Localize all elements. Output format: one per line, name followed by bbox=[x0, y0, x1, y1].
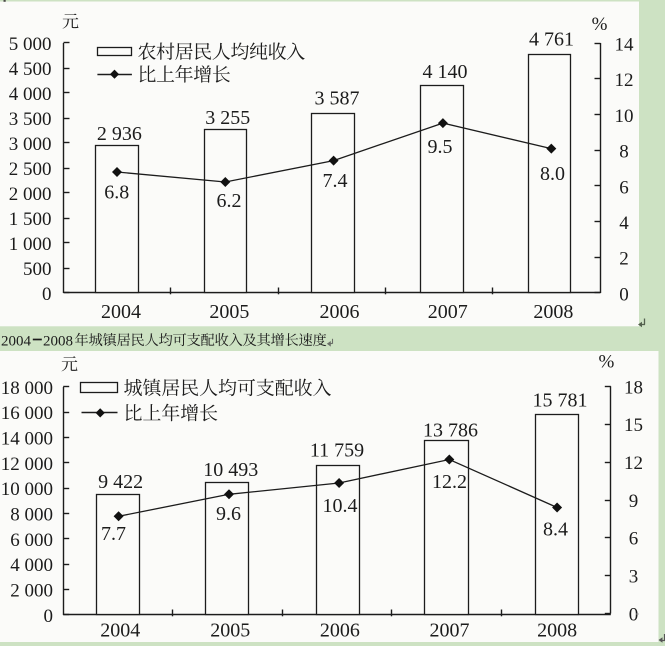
svg-text:10: 10 bbox=[615, 106, 634, 127]
svg-text:3 587: 3 587 bbox=[315, 88, 360, 110]
svg-text:11 759: 11 759 bbox=[310, 440, 364, 462]
svg-text:4 000: 4 000 bbox=[9, 84, 52, 105]
svg-text:0: 0 bbox=[42, 284, 52, 305]
svg-text:9.6: 9.6 bbox=[216, 503, 241, 525]
svg-text:500: 500 bbox=[23, 259, 52, 280]
svg-text:2008: 2008 bbox=[533, 301, 573, 323]
svg-text:6.8: 6.8 bbox=[104, 182, 129, 204]
svg-text:7.7: 7.7 bbox=[101, 523, 126, 545]
svg-text:10 493: 10 493 bbox=[203, 459, 258, 481]
svg-text:2 500: 2 500 bbox=[9, 159, 52, 180]
svg-text:3 000: 3 000 bbox=[9, 134, 52, 155]
svg-text:2 000: 2 000 bbox=[9, 184, 52, 205]
svg-text:1 500: 1 500 bbox=[9, 209, 52, 230]
svg-text:3 255: 3 255 bbox=[205, 107, 250, 129]
svg-text:9 422: 9 422 bbox=[98, 471, 143, 493]
svg-text:2007: 2007 bbox=[430, 620, 470, 642]
svg-text:6.2: 6.2 bbox=[217, 190, 242, 212]
svg-text:8.4: 8.4 bbox=[543, 519, 568, 541]
svg-text:4 761: 4 761 bbox=[529, 29, 574, 51]
svg-text:18: 18 bbox=[624, 377, 643, 398]
svg-text:1 000: 1 000 bbox=[9, 234, 52, 255]
svg-text:12 000: 12 000 bbox=[1, 454, 53, 475]
svg-text:2004: 2004 bbox=[101, 301, 141, 323]
svg-text:14: 14 bbox=[615, 34, 635, 55]
svg-text:13 786: 13 786 bbox=[423, 419, 478, 441]
svg-text:12.2: 12.2 bbox=[432, 471, 467, 493]
svg-text:5 000: 5 000 bbox=[9, 34, 52, 55]
svg-text:2 936: 2 936 bbox=[97, 123, 142, 145]
svg-text:2005: 2005 bbox=[209, 301, 249, 323]
svg-text:9.5: 9.5 bbox=[428, 136, 453, 158]
svg-text:18 000: 18 000 bbox=[1, 378, 53, 399]
svg-text:8: 8 bbox=[619, 142, 629, 163]
svg-text:10 000: 10 000 bbox=[1, 479, 53, 500]
svg-text:2008: 2008 bbox=[537, 620, 577, 642]
svg-text:14 000: 14 000 bbox=[1, 429, 53, 450]
svg-text:16 000: 16 000 bbox=[1, 403, 53, 424]
svg-text:2004: 2004 bbox=[100, 620, 140, 642]
svg-text:2004: 2004 bbox=[1, 334, 32, 350]
svg-text:3 500: 3 500 bbox=[9, 109, 52, 130]
svg-text:8.0: 8.0 bbox=[540, 163, 565, 185]
svg-text:2006: 2006 bbox=[320, 620, 360, 642]
svg-text:4 500: 4 500 bbox=[9, 59, 52, 80]
svg-text:2005: 2005 bbox=[210, 620, 250, 642]
svg-text:3: 3 bbox=[629, 567, 639, 588]
svg-text:8 000: 8 000 bbox=[10, 505, 53, 526]
svg-text:9: 9 bbox=[629, 491, 639, 512]
svg-text:0: 0 bbox=[44, 606, 54, 627]
svg-text:15 781: 15 781 bbox=[533, 390, 588, 412]
svg-text:10.4: 10.4 bbox=[323, 495, 358, 517]
svg-text:2007: 2007 bbox=[428, 301, 468, 323]
svg-text:4: 4 bbox=[619, 213, 629, 234]
svg-text:6 000: 6 000 bbox=[10, 530, 53, 551]
svg-text:2008: 2008 bbox=[43, 334, 73, 350]
svg-text:2006: 2006 bbox=[320, 301, 360, 323]
svg-text:4 140: 4 140 bbox=[423, 61, 468, 83]
svg-text:7.4: 7.4 bbox=[323, 170, 348, 192]
svg-text:4 000: 4 000 bbox=[10, 555, 53, 576]
svg-text:%: % bbox=[598, 352, 614, 373]
svg-text:%: % bbox=[592, 14, 608, 35]
svg-text:2: 2 bbox=[619, 249, 629, 270]
svg-text:12: 12 bbox=[624, 453, 643, 474]
svg-text:0: 0 bbox=[619, 284, 629, 305]
svg-text:15: 15 bbox=[624, 415, 643, 436]
svg-text:2 000: 2 000 bbox=[10, 581, 53, 602]
svg-text:0: 0 bbox=[629, 604, 639, 625]
svg-text:12: 12 bbox=[615, 70, 634, 91]
svg-text:6: 6 bbox=[619, 177, 629, 198]
svg-text:6: 6 bbox=[629, 529, 639, 550]
